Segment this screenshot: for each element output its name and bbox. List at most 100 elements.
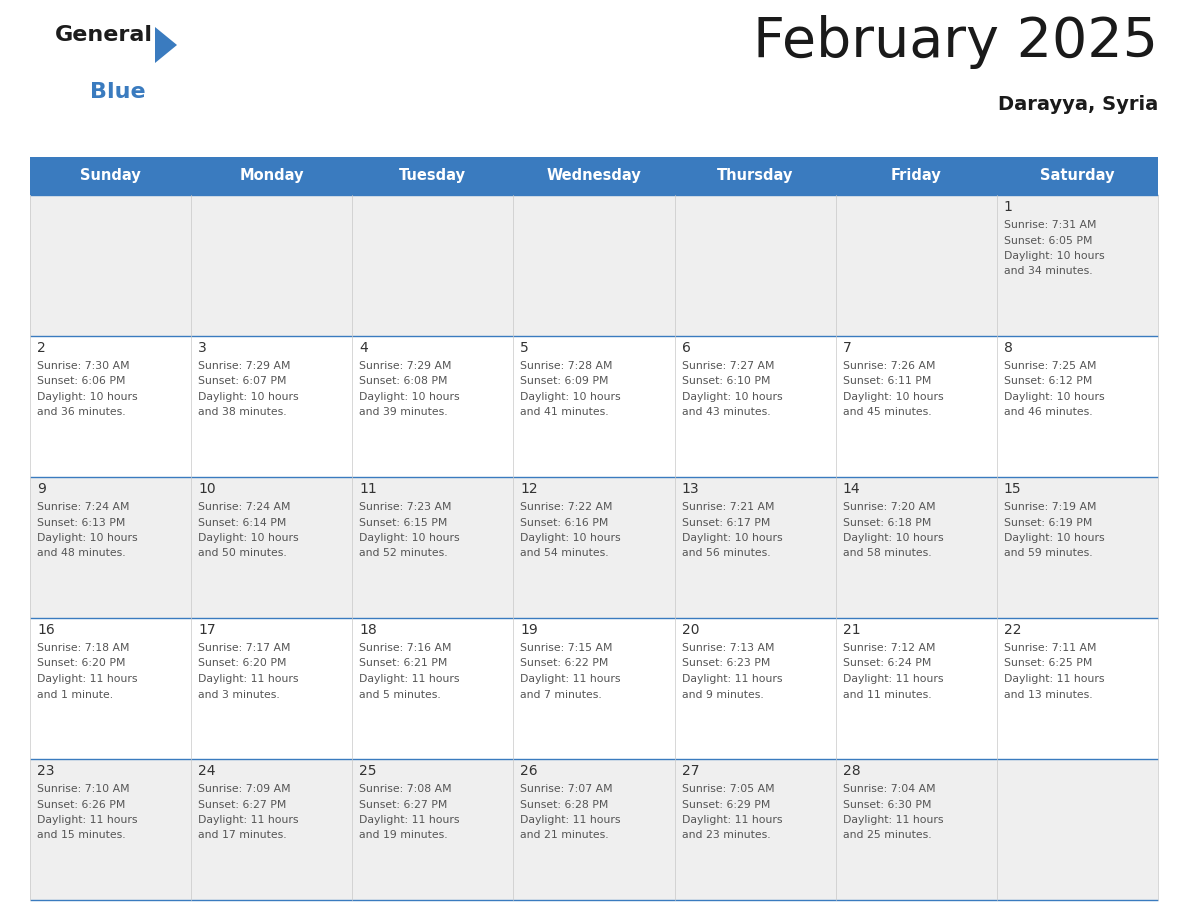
Text: Sunset: 6:10 PM: Sunset: 6:10 PM — [682, 376, 770, 386]
Text: Sunrise: 7:18 AM: Sunrise: 7:18 AM — [37, 643, 129, 653]
Text: and 9 minutes.: and 9 minutes. — [682, 689, 764, 700]
Text: and 58 minutes.: and 58 minutes. — [842, 548, 931, 558]
Text: 19: 19 — [520, 623, 538, 637]
Text: Daylight: 11 hours: Daylight: 11 hours — [842, 815, 943, 825]
Text: Daylight: 10 hours: Daylight: 10 hours — [37, 392, 138, 402]
Text: 27: 27 — [682, 764, 699, 778]
Text: 5: 5 — [520, 341, 529, 355]
Text: Daylight: 10 hours: Daylight: 10 hours — [842, 392, 943, 402]
Text: Sunset: 6:25 PM: Sunset: 6:25 PM — [1004, 658, 1092, 668]
Text: 1: 1 — [1004, 200, 1012, 214]
Text: Sunrise: 7:29 AM: Sunrise: 7:29 AM — [359, 361, 451, 371]
Text: 17: 17 — [198, 623, 216, 637]
Text: Sunrise: 7:25 AM: Sunrise: 7:25 AM — [1004, 361, 1097, 371]
Text: Daylight: 10 hours: Daylight: 10 hours — [520, 392, 621, 402]
Text: Sunset: 6:09 PM: Sunset: 6:09 PM — [520, 376, 609, 386]
Text: and 43 minutes.: and 43 minutes. — [682, 408, 770, 418]
Text: February 2025: February 2025 — [753, 15, 1158, 69]
Text: Sunset: 6:06 PM: Sunset: 6:06 PM — [37, 376, 126, 386]
Text: Sunrise: 7:10 AM: Sunrise: 7:10 AM — [37, 784, 129, 794]
Text: Blue: Blue — [90, 82, 146, 102]
Text: Daylight: 10 hours: Daylight: 10 hours — [682, 533, 782, 543]
Text: Sunset: 6:27 PM: Sunset: 6:27 PM — [359, 800, 448, 810]
Text: and 36 minutes.: and 36 minutes. — [37, 408, 126, 418]
Text: and 50 minutes.: and 50 minutes. — [198, 548, 286, 558]
Text: Sunset: 6:07 PM: Sunset: 6:07 PM — [198, 376, 286, 386]
Text: Daylight: 11 hours: Daylight: 11 hours — [682, 815, 782, 825]
Text: Sunrise: 7:29 AM: Sunrise: 7:29 AM — [198, 361, 291, 371]
Text: Sunrise: 7:08 AM: Sunrise: 7:08 AM — [359, 784, 451, 794]
Text: and 46 minutes.: and 46 minutes. — [1004, 408, 1093, 418]
Text: and 45 minutes.: and 45 minutes. — [842, 408, 931, 418]
Text: Daylight: 10 hours: Daylight: 10 hours — [520, 533, 621, 543]
Text: and 13 minutes.: and 13 minutes. — [1004, 689, 1093, 700]
Text: Sunrise: 7:28 AM: Sunrise: 7:28 AM — [520, 361, 613, 371]
Text: 10: 10 — [198, 482, 216, 496]
Text: Sunset: 6:20 PM: Sunset: 6:20 PM — [198, 658, 286, 668]
Bar — [30, 759, 1158, 900]
Text: Wednesday: Wednesday — [546, 169, 642, 184]
Text: Sunrise: 7:22 AM: Sunrise: 7:22 AM — [520, 502, 613, 512]
Text: Sunrise: 7:24 AM: Sunrise: 7:24 AM — [37, 502, 129, 512]
Text: Sunset: 6:16 PM: Sunset: 6:16 PM — [520, 518, 608, 528]
Text: Sunset: 6:20 PM: Sunset: 6:20 PM — [37, 658, 126, 668]
Text: Saturday: Saturday — [1041, 169, 1114, 184]
Text: Sunset: 6:13 PM: Sunset: 6:13 PM — [37, 518, 126, 528]
Text: Sunrise: 7:21 AM: Sunrise: 7:21 AM — [682, 502, 775, 512]
Text: Sunrise: 7:20 AM: Sunrise: 7:20 AM — [842, 502, 935, 512]
Text: and 52 minutes.: and 52 minutes. — [359, 548, 448, 558]
Text: Daylight: 10 hours: Daylight: 10 hours — [359, 392, 460, 402]
Text: Daylight: 11 hours: Daylight: 11 hours — [37, 815, 138, 825]
Text: 23: 23 — [37, 764, 55, 778]
Text: 21: 21 — [842, 623, 860, 637]
Text: 18: 18 — [359, 623, 377, 637]
Text: Sunset: 6:15 PM: Sunset: 6:15 PM — [359, 518, 448, 528]
Text: Daylight: 11 hours: Daylight: 11 hours — [520, 815, 621, 825]
Text: Sunset: 6:21 PM: Sunset: 6:21 PM — [359, 658, 448, 668]
Text: Sunrise: 7:26 AM: Sunrise: 7:26 AM — [842, 361, 935, 371]
Text: and 15 minutes.: and 15 minutes. — [37, 831, 126, 841]
Text: 15: 15 — [1004, 482, 1022, 496]
Text: Sunrise: 7:27 AM: Sunrise: 7:27 AM — [682, 361, 775, 371]
Text: Daylight: 10 hours: Daylight: 10 hours — [842, 533, 943, 543]
Text: Sunset: 6:23 PM: Sunset: 6:23 PM — [682, 658, 770, 668]
Text: 13: 13 — [682, 482, 700, 496]
Text: 2: 2 — [37, 341, 46, 355]
Text: Sunrise: 7:05 AM: Sunrise: 7:05 AM — [682, 784, 775, 794]
Text: Darayya, Syria: Darayya, Syria — [998, 95, 1158, 114]
Text: and 48 minutes.: and 48 minutes. — [37, 548, 126, 558]
Bar — [30, 618, 1158, 759]
Text: Sunset: 6:22 PM: Sunset: 6:22 PM — [520, 658, 608, 668]
Text: Sunrise: 7:12 AM: Sunrise: 7:12 AM — [842, 643, 935, 653]
Text: Daylight: 11 hours: Daylight: 11 hours — [198, 674, 298, 684]
Text: Sunrise: 7:13 AM: Sunrise: 7:13 AM — [682, 643, 775, 653]
Text: Sunrise: 7:17 AM: Sunrise: 7:17 AM — [198, 643, 291, 653]
Text: 6: 6 — [682, 341, 690, 355]
Text: Daylight: 10 hours: Daylight: 10 hours — [359, 533, 460, 543]
Text: and 21 minutes.: and 21 minutes. — [520, 831, 609, 841]
Text: 9: 9 — [37, 482, 46, 496]
Text: and 1 minute.: and 1 minute. — [37, 689, 113, 700]
Text: 25: 25 — [359, 764, 377, 778]
Text: Daylight: 11 hours: Daylight: 11 hours — [359, 815, 460, 825]
Text: 11: 11 — [359, 482, 377, 496]
Text: Sunrise: 7:23 AM: Sunrise: 7:23 AM — [359, 502, 451, 512]
Text: Daylight: 10 hours: Daylight: 10 hours — [1004, 392, 1105, 402]
Text: Sunset: 6:26 PM: Sunset: 6:26 PM — [37, 800, 126, 810]
Text: 22: 22 — [1004, 623, 1022, 637]
Text: 16: 16 — [37, 623, 55, 637]
Text: 4: 4 — [359, 341, 368, 355]
Text: Sunrise: 7:31 AM: Sunrise: 7:31 AM — [1004, 220, 1097, 230]
Text: Sunrise: 7:09 AM: Sunrise: 7:09 AM — [198, 784, 291, 794]
Polygon shape — [154, 27, 177, 63]
Text: Sunset: 6:18 PM: Sunset: 6:18 PM — [842, 518, 931, 528]
Text: Sunrise: 7:07 AM: Sunrise: 7:07 AM — [520, 784, 613, 794]
Text: Sunset: 6:27 PM: Sunset: 6:27 PM — [198, 800, 286, 810]
Text: Daylight: 10 hours: Daylight: 10 hours — [1004, 533, 1105, 543]
Text: Sunrise: 7:16 AM: Sunrise: 7:16 AM — [359, 643, 451, 653]
Text: 14: 14 — [842, 482, 860, 496]
Text: and 59 minutes.: and 59 minutes. — [1004, 548, 1093, 558]
Bar — [30, 195, 1158, 336]
Text: 20: 20 — [682, 623, 699, 637]
Text: 28: 28 — [842, 764, 860, 778]
